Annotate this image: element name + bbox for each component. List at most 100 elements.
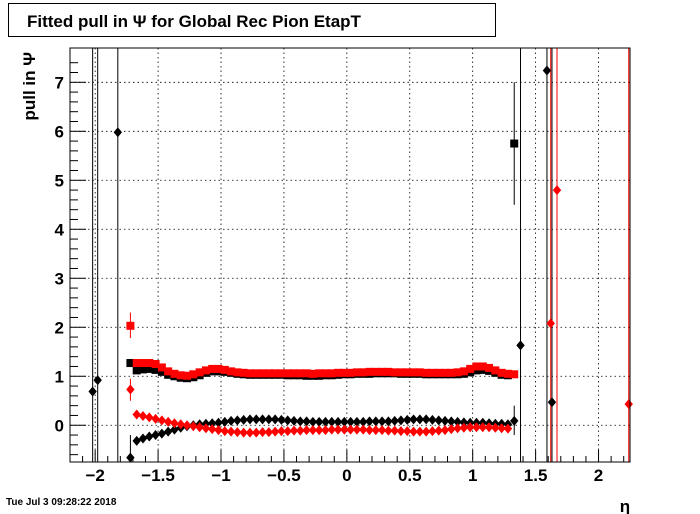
data-point-square (264, 369, 273, 378)
data-markers (88, 65, 633, 463)
data-point-diamond (421, 426, 431, 437)
y-tick-label: 7 (55, 73, 64, 92)
data-point-diamond (270, 426, 280, 437)
data-point-diamond (296, 425, 305, 436)
data-point-diamond (377, 425, 387, 436)
data-point-square (390, 368, 399, 377)
data-point-diamond (126, 384, 135, 395)
data-point-diamond (163, 416, 173, 427)
data-point-diamond (497, 423, 506, 434)
data-point-diamond (390, 425, 399, 436)
data-point-diamond (283, 426, 292, 437)
data-point-square (258, 369, 267, 378)
data-point-diamond (302, 425, 311, 436)
data-point-diamond (390, 415, 399, 426)
data-point-diamond (138, 410, 148, 421)
data-point-diamond (289, 415, 299, 426)
data-point-diamond (163, 426, 173, 437)
data-point-square (296, 369, 305, 378)
data-point-square (227, 367, 236, 376)
data-point-diamond (377, 416, 387, 427)
data-point-square (138, 365, 147, 374)
y-axis-title: pull in Ψ (20, 52, 39, 121)
data-point-square (157, 363, 166, 372)
x-tick-label: 1.5 (524, 466, 548, 485)
data-point-diamond (403, 426, 412, 437)
data-point-diamond (352, 416, 362, 427)
data-point-square (453, 368, 462, 377)
data-point-diamond (289, 425, 299, 436)
data-point-diamond (258, 414, 267, 425)
data-point-diamond (409, 414, 418, 425)
data-point-diamond (314, 425, 324, 436)
data-point-diamond (546, 318, 555, 329)
data-point-square (302, 369, 311, 378)
data-point-square (189, 370, 198, 379)
data-point-diamond (277, 414, 286, 425)
x-tick-label: 2 (594, 466, 603, 485)
data-point-diamond (428, 414, 437, 425)
data-point-square (195, 368, 204, 377)
data-point-diamond (552, 185, 562, 196)
data-point-square (510, 370, 519, 379)
data-point-square (132, 359, 141, 368)
data-point-square (327, 369, 336, 378)
data-point-square (422, 368, 431, 377)
data-point-diamond (176, 419, 185, 430)
data-point-square (346, 368, 355, 377)
data-point-diamond (327, 416, 336, 427)
data-point-square (503, 369, 512, 378)
data-point-diamond (547, 397, 557, 408)
y-tick-label: 1 (55, 367, 64, 386)
data-point-square (145, 359, 154, 368)
data-point-square (472, 362, 481, 371)
data-point-square (359, 368, 368, 377)
data-point-diamond (264, 414, 274, 425)
data-point-diamond (151, 413, 160, 424)
data-point-square (233, 368, 242, 377)
data-point-diamond (138, 433, 148, 444)
data-point-diamond (226, 426, 236, 437)
data-point-diamond (208, 424, 217, 435)
data-point-diamond (93, 375, 102, 386)
data-point-diamond (447, 424, 456, 435)
plot-frame (69, 47, 631, 463)
data-point-square (321, 369, 330, 378)
data-point-diamond (415, 426, 425, 437)
data-point-diamond (252, 414, 261, 425)
data-point-diamond (308, 425, 318, 436)
data-point-diamond (472, 422, 481, 433)
data-point-square (491, 366, 500, 375)
data-point-square (201, 366, 210, 375)
data-point-diamond (624, 399, 633, 410)
data-point-diamond (327, 424, 336, 435)
data-point-square (176, 371, 185, 380)
data-point-square (126, 321, 135, 330)
data-point-diamond (189, 421, 198, 432)
data-point-diamond (510, 415, 519, 426)
y-tick-label: 2 (55, 318, 64, 337)
data-point-diamond (132, 435, 141, 446)
chart-title: Fitted pull in Ψ for Global Rec Pion Eta… (27, 12, 361, 31)
data-point-diamond (233, 415, 242, 426)
data-point-diamond (321, 416, 330, 427)
data-point-diamond (245, 427, 255, 438)
data-point-diamond (459, 417, 469, 428)
data-point-square (245, 369, 254, 378)
data-point-diamond (170, 418, 179, 429)
data-point-square (164, 367, 173, 376)
data-point-square (409, 368, 418, 377)
y-tick-label: 3 (55, 269, 64, 288)
data-point-diamond (453, 423, 462, 434)
data-point-square (340, 368, 349, 377)
data-point-square (447, 368, 456, 377)
data-point-diamond (201, 423, 211, 434)
data-point-diamond (421, 414, 431, 425)
data-point-square (485, 363, 494, 372)
chart-title-box: Fitted pull in Ψ for Global Rec Pion Eta… (8, 3, 496, 37)
y-tick-label: 4 (55, 220, 65, 239)
data-point-square (157, 367, 166, 376)
data-point-square (459, 367, 468, 376)
x-tick-label: −2 (85, 466, 104, 485)
data-point-diamond (333, 416, 343, 427)
